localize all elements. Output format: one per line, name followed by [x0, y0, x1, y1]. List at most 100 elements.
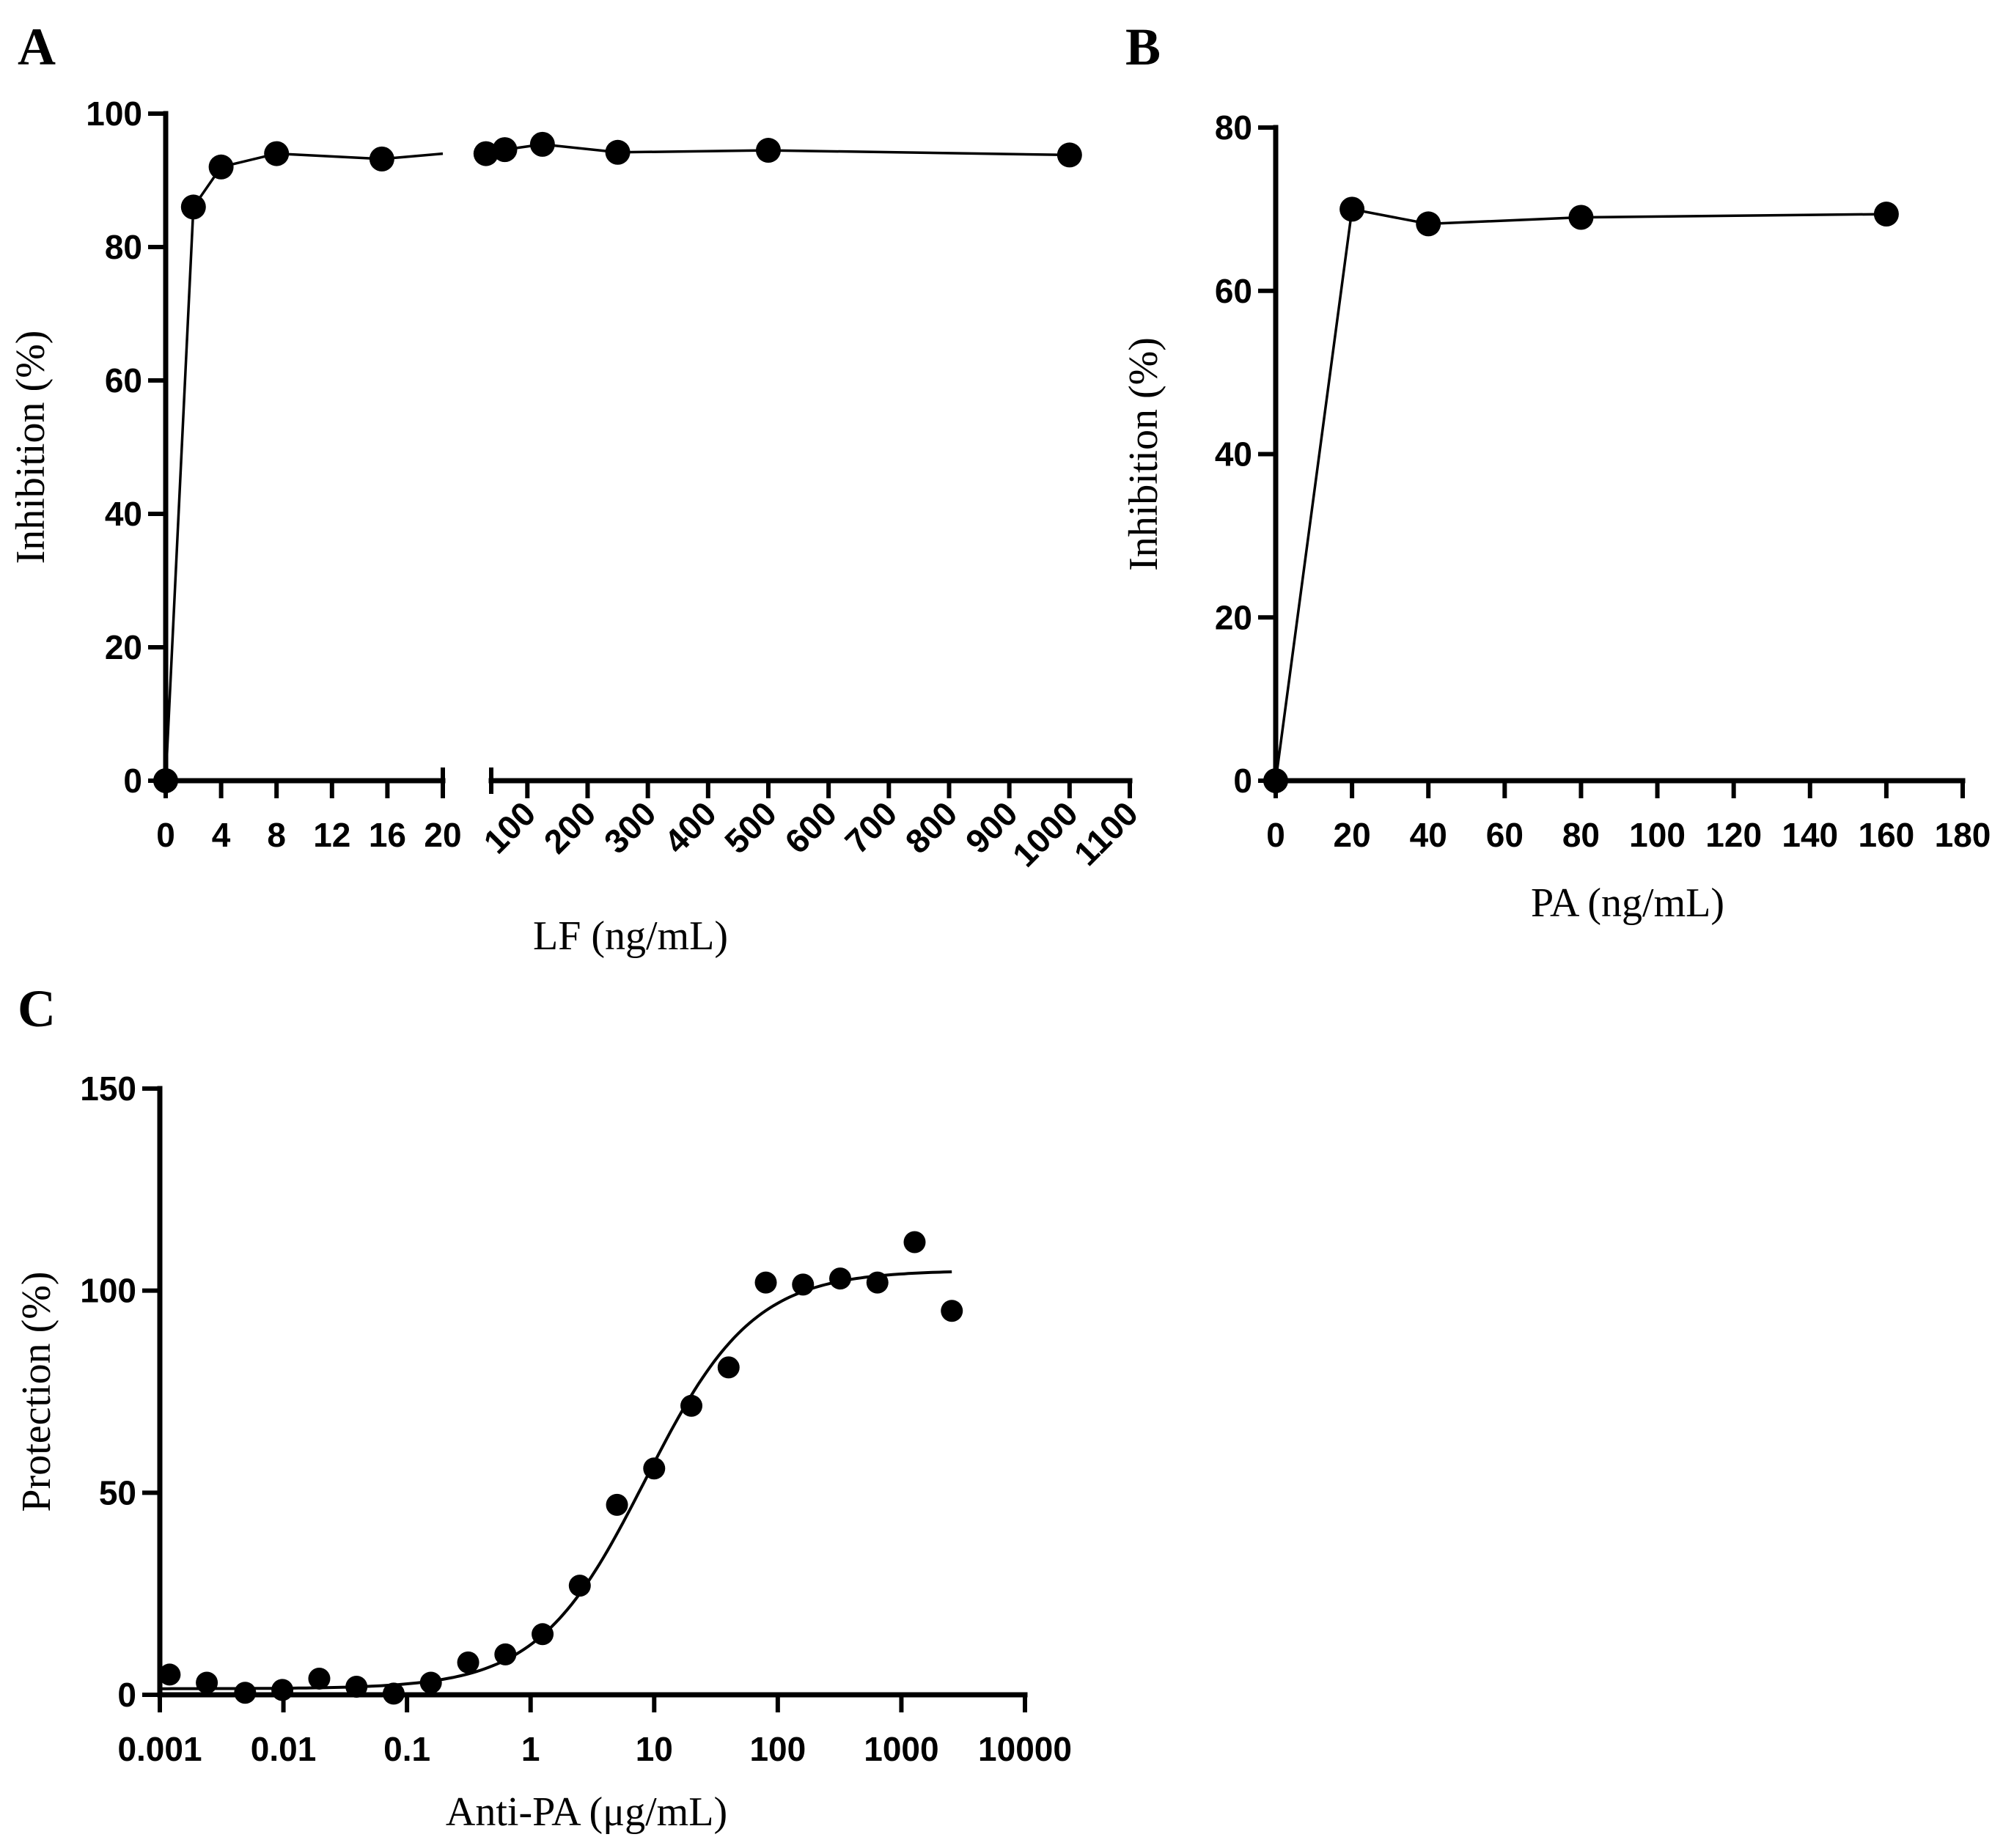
panel-c-x-tick-label: 10000: [978, 1730, 1072, 1768]
panel-a-data-point: [605, 139, 631, 165]
panel-b-y-tick-label: 0: [1233, 762, 1252, 800]
panel-c-label: C: [18, 979, 56, 1038]
panel-a-data-point: [208, 154, 234, 180]
panel-b-y-tick-label: 20: [1215, 598, 1252, 636]
panel-c-x-tick-label: 100: [749, 1730, 806, 1768]
panel-c-data-point: [941, 1300, 963, 1322]
panel-c-y-tick-label: 100: [80, 1272, 136, 1310]
panel-c-y-tick-label: 50: [99, 1473, 136, 1512]
panel-a-series-line: [164, 152, 444, 781]
panel-a-y-tick-label: 100: [86, 95, 142, 133]
panel-a-label: A: [18, 18, 56, 76]
panel-a-data-point: [492, 137, 518, 163]
panel-b-x-tick-label: 100: [1629, 816, 1686, 854]
panel-c-x-tick-label: 0.01: [251, 1730, 317, 1768]
panel-a-x-tick-label: 4: [212, 816, 231, 854]
panel-c-data-point: [382, 1682, 405, 1705]
panel-b-y-axis-title: Inhibition (%): [1121, 337, 1166, 571]
panel-a-data-point: [264, 141, 290, 166]
panel-a-data-point: [755, 138, 781, 163]
panel-a-x-tick-label: 300: [597, 794, 664, 861]
panel-a-y-tick-label: 80: [105, 228, 142, 266]
panel-c: C 0 50 100 150 Protection (%) 0.001 0.01 0.1 1 10…: [14, 979, 1072, 1835]
panel-c-x-tick-label: 0.1: [383, 1730, 430, 1768]
panel-b-data-point: [1568, 205, 1594, 230]
panel-a-data-point: [369, 146, 394, 172]
panel-a-x-tick-label: 8: [267, 816, 286, 854]
panel-a-x-tick-label: 1100: [1067, 794, 1145, 872]
panel-c-data-point: [829, 1267, 852, 1290]
panel-a-x-tick-label: 1000: [1005, 794, 1085, 874]
panel-c-y-tick-label: 150: [80, 1070, 136, 1108]
panel-c-data-point: [903, 1231, 926, 1254]
panel-b: B 0 20 40 60 80 Inhibition (%) 0 20 40 60 80 100 120…: [1121, 18, 1991, 926]
panel-b-y-tick-label: 40: [1215, 435, 1252, 474]
panel-c-data-point: [419, 1671, 442, 1694]
panel-b-x-tick-label: 180: [1935, 816, 1991, 854]
panel-b-data-point: [1416, 211, 1441, 237]
panel-c-data-point: [494, 1643, 517, 1665]
panel-c-data-point: [158, 1663, 181, 1686]
panel-c-x-tick-label: 10: [636, 1730, 673, 1768]
panel-c-y-tick-label: 0: [117, 1676, 136, 1714]
panel-b-x-tick-label: 120: [1705, 816, 1762, 854]
panel-c-data-point: [606, 1493, 628, 1516]
panel-a-x-tick-label: 16: [369, 816, 406, 854]
panel-a-x-tick-label: 12: [313, 816, 350, 854]
panel-c-x-axis-title: Anti-PA (μg/mL): [446, 1789, 727, 1835]
panel-a-y-tick-label: 20: [105, 628, 142, 666]
panel-c-data-point: [866, 1271, 889, 1294]
panel-b-data-point: [1339, 196, 1365, 222]
panel-a-data-point: [180, 194, 206, 220]
panel-b-y-tick-label: 80: [1215, 108, 1252, 147]
panel-b-x-tick-label: 40: [1410, 816, 1447, 854]
panel-c-data-point: [717, 1356, 740, 1379]
panel-a-data-point: [153, 768, 178, 793]
panel-c-data-point: [792, 1273, 815, 1296]
panel-a-data-point: [473, 141, 499, 166]
panel-c-data-point: [680, 1394, 703, 1417]
panel-c-data-point: [754, 1271, 777, 1294]
panel-a-y-tick-label: 40: [105, 495, 142, 533]
panel-a-x-tick-label: 200: [537, 794, 603, 861]
panel-a-x-tick-label: 800: [898, 794, 965, 861]
panel-c-data-point: [271, 1679, 294, 1701]
panel-c-data-point: [457, 1651, 479, 1674]
panel-a-x-tick-label: 0: [156, 816, 175, 854]
panel-a-x-tick-label: 700: [837, 794, 904, 861]
panel-c-data-point: [308, 1667, 331, 1690]
panel-c-y-axis-title: Protection (%): [14, 1271, 59, 1512]
panel-b-x-tick-label: 20: [1334, 816, 1371, 854]
panel-a-data-point: [1056, 142, 1082, 168]
panel-b-data-point: [1873, 202, 1899, 227]
panel-c-x-tick-label: 0.001: [117, 1730, 202, 1768]
panel-a-y-tick-label: 60: [105, 361, 142, 400]
panel-a-data-point: [529, 131, 555, 157]
panel-b-x-tick-label: 0: [1266, 816, 1285, 854]
panel-c-data-point: [234, 1682, 257, 1704]
panel-c-data-point: [196, 1671, 218, 1694]
panel-c-fit-curve: [160, 1270, 952, 1690]
panel-a-x-axis-title: LF (ng/mL): [533, 913, 728, 959]
panel-b-x-tick-label: 80: [1562, 816, 1600, 854]
panel-c-data-point: [568, 1575, 591, 1597]
panel-a-x-tick-label: 400: [657, 794, 724, 861]
panel-c-data-point: [345, 1675, 368, 1698]
panel-a-y-axis-title: Inhibition (%): [8, 331, 54, 564]
panel-c-x-tick-label: 1: [521, 1730, 540, 1768]
panel-a-x-tick-label: 500: [717, 794, 784, 861]
panel-a-x-tick-label: 600: [777, 794, 844, 861]
panel-b-x-axis-title: PA (ng/mL): [1531, 880, 1724, 926]
panel-b-y-tick-label: 60: [1215, 272, 1252, 310]
panel-c-data-point: [532, 1623, 554, 1646]
panel-b-x-tick-label: 140: [1782, 816, 1838, 854]
panel-b-x-tick-label: 60: [1486, 816, 1524, 854]
panel-c-x-tick-label: 1000: [864, 1730, 938, 1768]
panel-b-x-tick-label: 160: [1859, 816, 1915, 854]
panel-a-x-tick-label: 20: [424, 816, 461, 854]
panel-a-y-tick-label: 0: [123, 762, 142, 800]
panel-b-label: B: [1125, 18, 1161, 76]
panel-c-data-point: [643, 1457, 666, 1480]
